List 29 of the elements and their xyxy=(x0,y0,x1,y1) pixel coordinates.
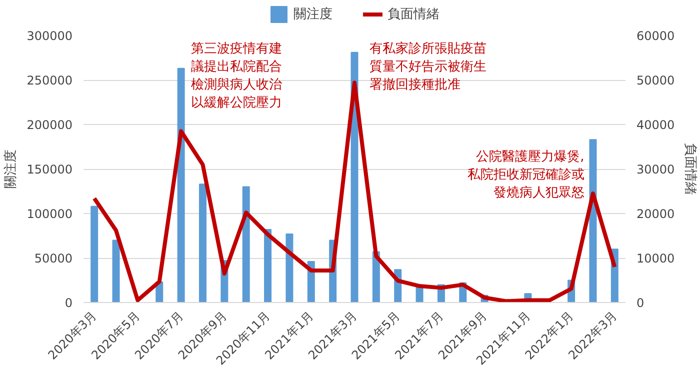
y-axis-title: 關注度 xyxy=(2,150,19,188)
y-tick-label: 250000 xyxy=(26,74,73,88)
bar xyxy=(286,233,294,302)
y2-axis-title: 負面情緒 xyxy=(682,143,698,195)
y-tick-label: 150000 xyxy=(26,162,73,176)
annotation: 第三波疫情有建議提出私院配合檢測與病人收治以緩解公院壓力 xyxy=(190,42,282,111)
bar xyxy=(264,229,272,302)
annotation: 公院醫護壓力爆煲,私院拒收新冠確診或發燒病人犯眾怒 xyxy=(467,149,584,200)
y2-tick-label: 40000 xyxy=(636,118,675,132)
bar xyxy=(90,206,98,302)
bar xyxy=(198,184,206,302)
y2-tick-label: 60000 xyxy=(636,29,675,43)
y-tick-label: 200000 xyxy=(26,118,73,132)
y-tick-label: 0 xyxy=(64,296,73,310)
y2-tick-label: 0 xyxy=(636,296,644,310)
bar xyxy=(589,139,597,302)
legend-label: 關注度 xyxy=(294,6,332,22)
y2-tick-label: 50000 xyxy=(636,74,675,88)
y2-tick-label: 10000 xyxy=(636,252,675,266)
legend-label: 負面情緒 xyxy=(388,6,440,22)
annotation: 有私家診所張貼疫苗質量不好告示被衛生署撤回接種批准 xyxy=(370,40,487,93)
bar xyxy=(177,68,185,302)
bar xyxy=(112,240,120,302)
y-tick-label: 300000 xyxy=(26,29,73,43)
bar xyxy=(242,186,250,302)
y2-tick-label: 30000 xyxy=(636,162,675,176)
y-tick-label: 100000 xyxy=(26,207,73,221)
y-tick-label: 50000 xyxy=(34,252,73,266)
y2-tick-label: 20000 xyxy=(636,207,675,221)
